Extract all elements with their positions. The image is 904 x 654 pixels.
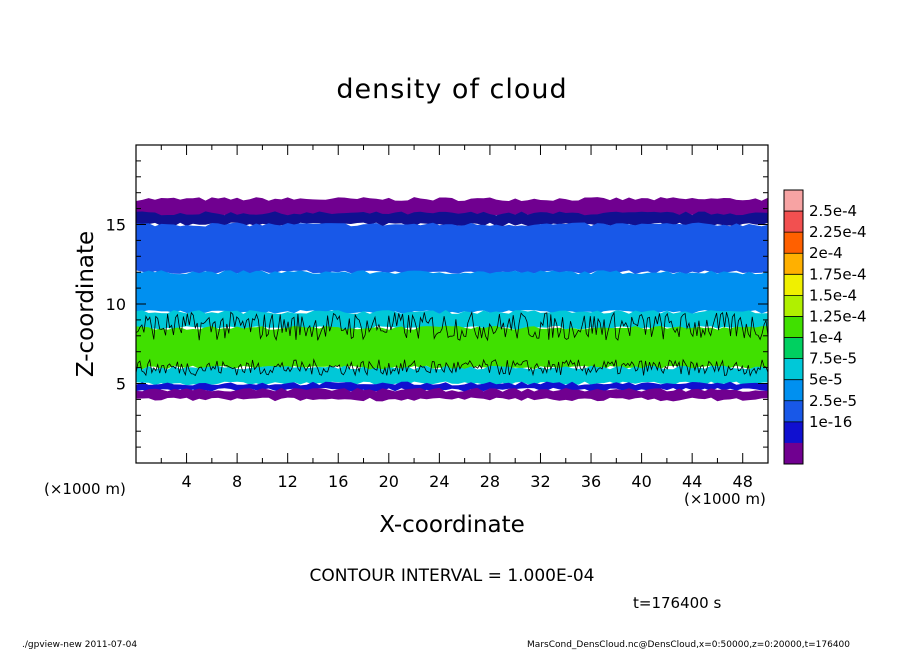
x-unit-label-right: (×1000 m) xyxy=(684,490,766,508)
contour-interval-label: CONTOUR INTERVAL = 1.000E-04 xyxy=(309,566,595,586)
y-axis: 5 10 15 xyxy=(106,160,768,448)
contour-lines xyxy=(136,311,768,377)
colorbar-swatch xyxy=(784,190,803,212)
y-tick-label: 5 xyxy=(116,375,126,394)
colorbar-swatch xyxy=(784,421,803,444)
colorbar-label: 2e-4 xyxy=(809,244,843,262)
x-tick-label: 28 xyxy=(480,472,500,491)
density-layer xyxy=(136,325,768,370)
colorbar-swatch xyxy=(784,253,803,275)
x-tick-label: 16 xyxy=(328,472,348,491)
x-tick-label: 20 xyxy=(379,472,399,491)
contour-line xyxy=(136,311,768,342)
colorbar-swatch xyxy=(784,232,803,254)
colorbar-label: 2.5e-4 xyxy=(809,202,857,220)
colorbar-label: 5e-5 xyxy=(809,371,843,389)
y-axis-title: Z-coordinate xyxy=(73,231,99,377)
colorbar-swatch xyxy=(784,211,803,233)
colorbar-label: 2.25e-4 xyxy=(809,223,867,241)
y-tick-label: 10 xyxy=(106,295,126,314)
x-tick-label: 24 xyxy=(429,472,449,491)
colorbar-label: 2.5e-5 xyxy=(809,392,857,410)
density-layer xyxy=(136,381,768,392)
colorbar-swatch xyxy=(784,358,803,381)
y-tick-label: 15 xyxy=(106,216,126,235)
x-tick-label: 4 xyxy=(181,472,191,491)
colorbar-label: 1e-4 xyxy=(809,329,843,347)
contour-line xyxy=(136,358,768,377)
colorbar-label: 1.25e-4 xyxy=(809,307,867,325)
colorbar-label: 1e-16 xyxy=(809,413,852,431)
footer-command: ./gpview-new 2011-07-04 xyxy=(22,640,138,650)
footer-source: MarsCond_DensCloud.nc@DensCloud,x=0:5000… xyxy=(527,640,850,650)
colorbar-swatch xyxy=(784,337,803,360)
density-layer xyxy=(136,222,768,275)
x-tick-label: 44 xyxy=(682,472,702,491)
x-tick-label: 36 xyxy=(581,472,601,491)
x-tick-label: 40 xyxy=(631,472,651,491)
colorbar-label: 1.75e-4 xyxy=(809,265,867,283)
density-layer xyxy=(136,270,768,314)
x-tick-label: 32 xyxy=(530,472,550,491)
colorbar-swatch xyxy=(784,379,803,402)
colorbar-frame xyxy=(783,189,804,465)
chart-title: density of cloud xyxy=(336,74,568,105)
density-layer xyxy=(136,365,768,386)
x-axis-title: X-coordinate xyxy=(379,512,525,538)
x-tick-label: 12 xyxy=(278,472,298,491)
colorbar-swatch xyxy=(784,295,803,317)
colorbar-label: 7.5e-5 xyxy=(809,350,857,368)
colorbar-swatch xyxy=(784,316,803,339)
colorbar-swatch xyxy=(784,274,803,296)
density-layer xyxy=(136,387,768,402)
colorbar: 2.5e-4 2.25e-4 2e-4 1.75e-4 1.5e-4 1.25e-4 1e-… xyxy=(783,189,867,465)
x-tick-label: 48 xyxy=(733,472,753,491)
colorbar-swatch xyxy=(784,442,803,465)
time-label: t=176400 s xyxy=(633,594,722,612)
x-tick-label: 8 xyxy=(232,472,242,491)
colorbar-swatch xyxy=(784,400,803,423)
x-unit-label-left: (×1000 m) xyxy=(44,480,126,498)
x-axis: 4 8 12 16 20 24 28 32 36 40 44 48 xyxy=(135,145,769,491)
density-layer xyxy=(136,211,768,227)
colorbar-label: 1.5e-4 xyxy=(809,286,857,304)
